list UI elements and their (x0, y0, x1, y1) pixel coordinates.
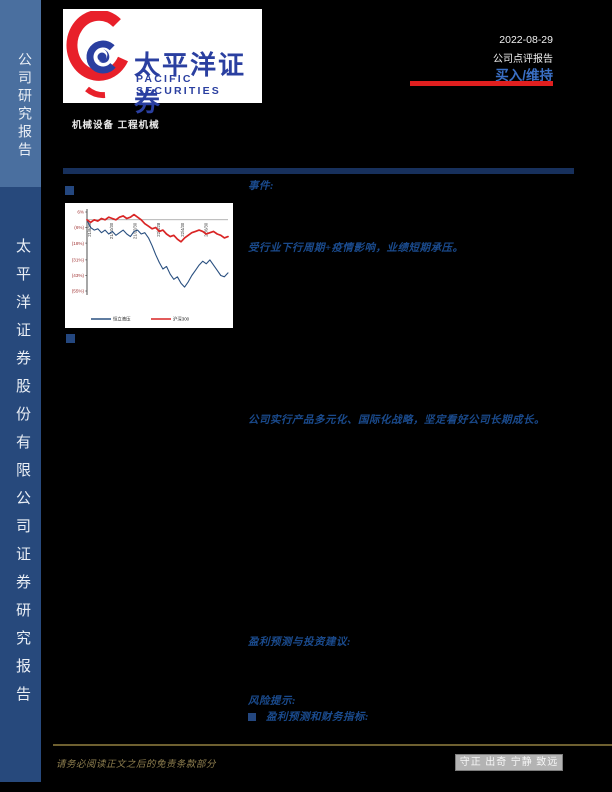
disclaimer-text: 请务必阅读正文之后的免责条款部分 (56, 760, 217, 770)
svg-text:6%: 6% (77, 210, 84, 215)
rating-badge: 买入/维持 (495, 68, 553, 83)
industry-sector-label: 机械设备 工程机械 (72, 120, 160, 131)
svg-text:(55%): (55%) (72, 289, 85, 294)
svg-text:(31%): (31%) (72, 258, 85, 263)
strategy-comment: 公司实行产品多元化、国际化战略，坚定看好公司长期成长。 (248, 415, 545, 426)
sidebar-report-category: 公司研究报告 (16, 52, 31, 160)
report-type-label: 公司点评报告 (493, 54, 553, 65)
sidebar-bottom-panel (0, 187, 41, 782)
pacific-securities-logo-icon (66, 11, 128, 99)
section-bullet-marker (248, 712, 256, 721)
financial-table-title-row: 盈利预测和财务指标: (248, 709, 369, 724)
logo-chinese-name: 太平洋证券 (134, 50, 247, 117)
sidebar-company-line: 太平洋证券股份有限公司证券研究报告 (14, 238, 30, 714)
section-bullet-marker (65, 186, 74, 195)
risk-section-title: 风险提示: (248, 696, 296, 707)
sidebar-top-panel (0, 0, 41, 187)
event-section-title: 事件: (248, 181, 274, 192)
header-divider-bar (63, 168, 574, 174)
svg-text:22/6/30: 22/6/30 (204, 222, 209, 237)
svg-text:沪深300: 沪深300 (173, 316, 190, 323)
svg-text:22/4/30: 22/4/30 (180, 222, 185, 237)
relative-performance-chart: 6% (6%) (18%) (31%) (43%) (55%) 21/8/30 21/10/3… (65, 203, 233, 328)
svg-text:恒立液压: 恒立液压 (113, 316, 131, 323)
svg-text:21/10/30: 21/10/30 (109, 222, 114, 239)
forecast-section-title: 盈利预测与投资建议: (248, 637, 351, 648)
logo-box: 太平洋证券 PACIFIC SECURITIES (63, 9, 262, 117)
svg-text:(6%): (6%) (74, 225, 84, 230)
company-motto-box: 守正 出奇 宁静 致远 (455, 754, 563, 771)
financial-table-title: 盈利预测和财务指标: (266, 712, 369, 723)
footer-divider-line (53, 744, 612, 746)
svg-text:(43%): (43%) (72, 273, 85, 278)
svg-text:(18%): (18%) (72, 241, 85, 246)
section-bullet-marker (66, 334, 75, 343)
report-date: 2022-08-29 (499, 34, 553, 46)
rating-underline-bar (410, 81, 553, 86)
performance-comment: 受行业下行周期+疫情影响，业绩短期承压。 (248, 243, 464, 254)
svg-text:21/8/30: 21/8/30 (87, 222, 92, 237)
logo-english-name: PACIFIC SECURITIES (136, 73, 222, 97)
